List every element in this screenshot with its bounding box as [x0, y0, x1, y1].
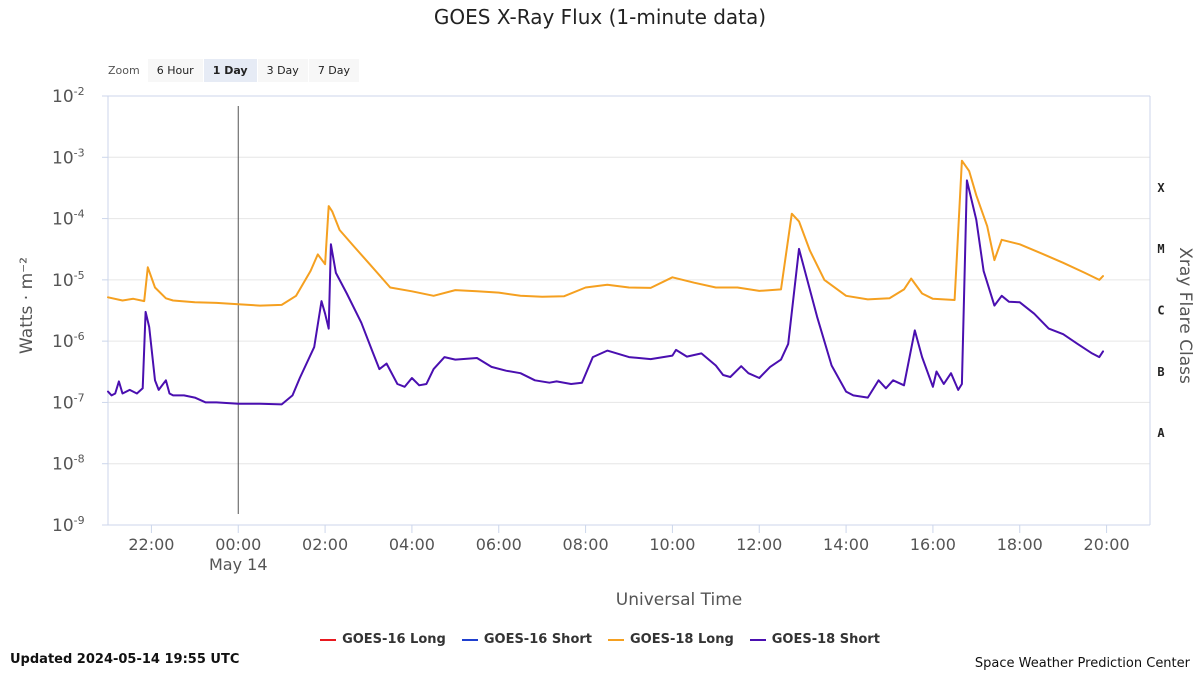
goes-18-long-line[interactable] [107, 159, 1104, 307]
zoom-7-day-button[interactable]: 7 Day [308, 58, 360, 82]
legend-item-goes16-short[interactable]: GOES-16 Short [461, 632, 592, 647]
y-tick-label: 10-8 [52, 453, 85, 475]
axis-labels: 10-2 10-3 10-4 10-5 10-6 10-7 10-8 10-9 22:00 00:… [17, 85, 1195, 610]
legend-label: GOES-16 Long [342, 632, 446, 647]
zoom-3-day-button[interactable]: 3 Day [257, 58, 308, 82]
y-tick-label: 10-7 [52, 391, 85, 413]
x-tick-label: 14:00 [823, 535, 869, 554]
zoom-1-day-button[interactable]: 1 Day [203, 58, 257, 82]
x-tick-label: 10:00 [649, 535, 695, 554]
legend-label: GOES-18 Long [630, 632, 734, 647]
flare-class-label: M [1157, 242, 1164, 256]
flare-class-label: A [1157, 426, 1165, 440]
legend-swatch [608, 638, 624, 641]
x-tick-label: 04:00 [389, 535, 435, 554]
y-tick-label: 10-2 [52, 85, 85, 107]
flare-class-label: X [1157, 181, 1165, 195]
legend: GOES-16 Long GOES-16 Short GOES-18 Long … [0, 632, 1200, 647]
zoom-label: Zoom [108, 63, 140, 77]
x-tick-label: 00:00 [215, 535, 261, 554]
axes [102, 95, 1151, 533]
updated-timestamp: Updated 2024-05-14 19:55 UTC [10, 652, 240, 667]
legend-swatch [320, 638, 337, 641]
y-tick-label: 10-5 [52, 269, 85, 291]
zoom-bar: Zoom 6 Hour 1 Day 3 Day 7 Day [104, 58, 360, 82]
legend-swatch [461, 638, 478, 641]
legend-label: GOES-16 Short [483, 632, 592, 647]
credit-text: Space Weather Prediction Center [974, 656, 1190, 671]
y-axis-title: Watts · m⁻² [17, 257, 37, 354]
y2-axis-title: Xray Flare Class [1175, 247, 1195, 384]
y-tick-label: 10-3 [52, 146, 85, 168]
date-label: May 14 [209, 555, 268, 574]
goes-18-short-line[interactable] [107, 179, 1104, 406]
legend-swatch [749, 638, 766, 641]
legend-item-goes16-long[interactable]: GOES-16 Long [320, 632, 446, 647]
flare-class-label: C [1157, 304, 1164, 318]
grid-lines [108, 95, 1150, 526]
x-tick-label: 02:00 [302, 535, 348, 554]
x-axis-title: Universal Time [616, 590, 742, 610]
y-tick-label: 10-6 [52, 330, 85, 352]
y-tick-label: 10-4 [52, 208, 85, 230]
legend-item-goes18-short[interactable]: GOES-18 Short [749, 632, 880, 647]
series-lines[interactable] [107, 159, 1104, 406]
legend-label: GOES-18 Short [771, 632, 880, 647]
x-tick-label: 12:00 [736, 535, 782, 554]
zoom-6-hour-button[interactable]: 6 Hour [147, 58, 203, 82]
y-tick-label: 10-9 [52, 514, 85, 536]
x-tick-label: 06:00 [476, 535, 522, 554]
x-tick-label: 16:00 [910, 535, 956, 554]
legend-item-goes18-long[interactable]: GOES-18 Long [608, 632, 734, 647]
x-tick-label: 08:00 [563, 535, 609, 554]
flare-class-label: B [1157, 365, 1164, 379]
chart-title: GOES X-Ray Flux (1-minute data) [433, 5, 767, 29]
x-tick-label: 18:00 [997, 535, 1043, 554]
x-tick-label: 22:00 [128, 535, 174, 554]
x-tick-label: 20:00 [1084, 535, 1130, 554]
